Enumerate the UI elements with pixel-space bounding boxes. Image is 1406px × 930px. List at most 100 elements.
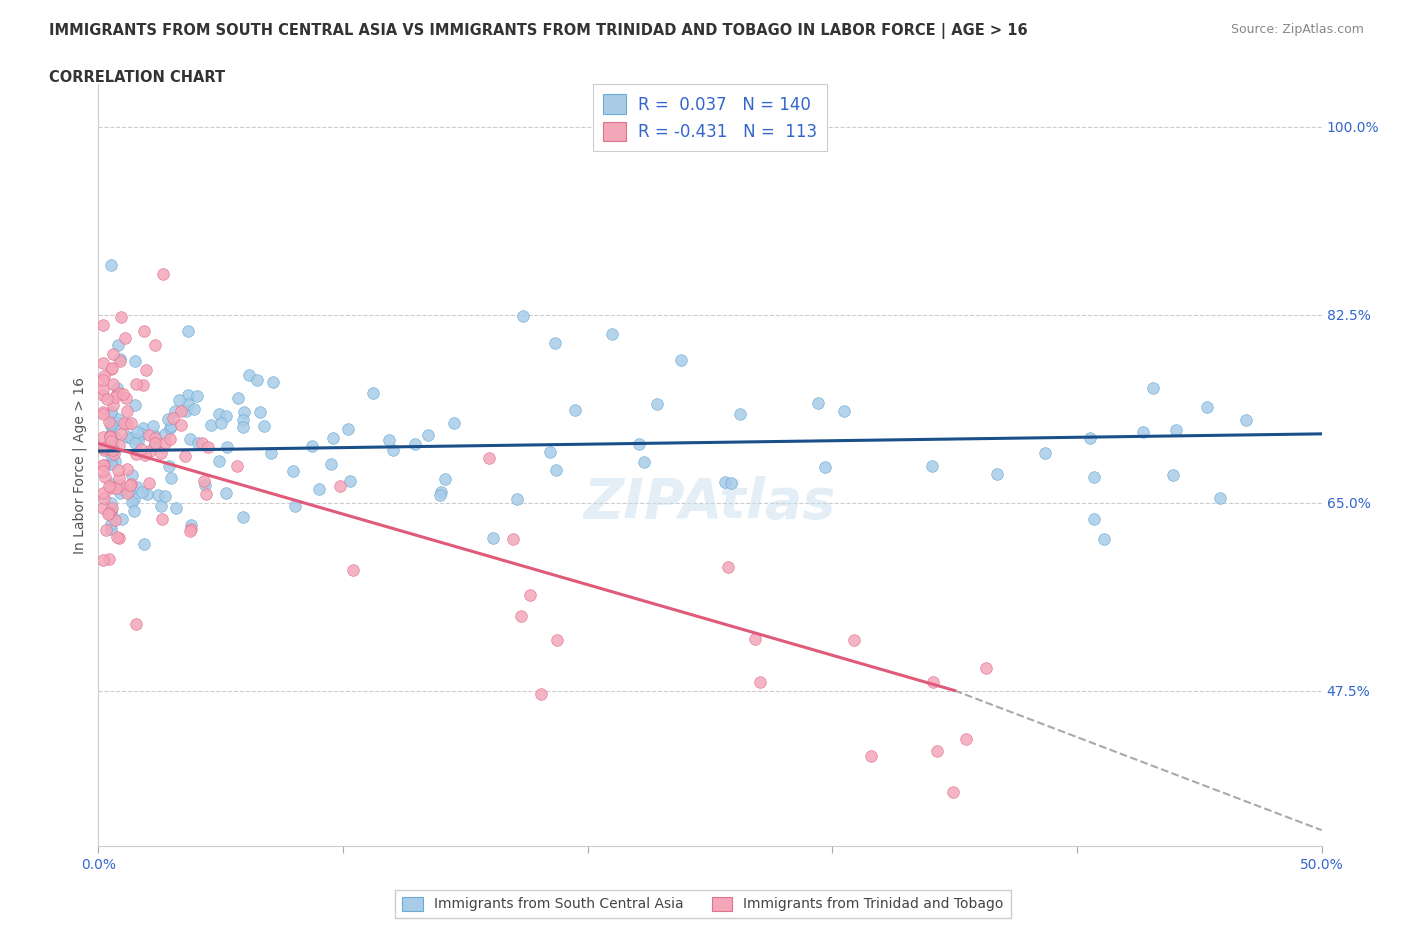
Point [1236, 413, 1258, 428]
Point [246, 372, 269, 387]
Point [1035, 445, 1057, 460]
Point [100, 522, 122, 537]
Point [1142, 380, 1164, 395]
Point [149, 498, 172, 513]
Point [169, 418, 191, 432]
Point [1161, 468, 1184, 483]
Point [138, 427, 160, 442]
Point [717, 560, 740, 575]
Point [98, 435, 121, 450]
Point [163, 404, 186, 418]
Point [118, 477, 141, 492]
Text: CORRELATION CHART: CORRELATION CHART [49, 70, 225, 85]
Point [382, 443, 405, 458]
Point [482, 530, 505, 545]
Point [114, 331, 136, 346]
Point [814, 459, 837, 474]
Point [98, 505, 121, 520]
Point [120, 431, 142, 445]
Point [100, 496, 122, 511]
Point [329, 478, 352, 493]
Point [429, 487, 451, 502]
Point [125, 617, 148, 631]
Point [100, 405, 122, 419]
Text: Source: ZipAtlas.com: Source: ZipAtlas.com [1230, 23, 1364, 36]
Point [502, 532, 524, 547]
Point [339, 473, 361, 488]
Point [100, 418, 122, 433]
Point [986, 467, 1008, 482]
Point [107, 529, 129, 544]
Point [180, 522, 202, 537]
Point [124, 435, 146, 450]
Point [228, 391, 250, 405]
Point [602, 326, 624, 341]
Point [101, 360, 124, 375]
Point [108, 471, 131, 485]
Point [103, 444, 125, 458]
Point [1083, 469, 1105, 484]
Point [91, 485, 114, 500]
Point [1164, 422, 1187, 437]
Point [186, 388, 208, 403]
Point [118, 483, 141, 498]
Point [159, 420, 181, 435]
Point [105, 386, 128, 401]
Point [187, 435, 209, 450]
Point [162, 411, 184, 426]
Point [713, 475, 735, 490]
Point [418, 428, 440, 443]
Point [100, 477, 122, 492]
Point [519, 588, 541, 603]
Point [253, 418, 276, 433]
Point [233, 405, 256, 419]
Point [925, 743, 948, 758]
Y-axis label: In Labor Force | Age > 16: In Labor Force | Age > 16 [73, 377, 87, 553]
Point [100, 427, 122, 442]
Point [93, 458, 115, 472]
Point [120, 477, 142, 492]
Point [100, 445, 122, 460]
Point [505, 492, 527, 507]
Point [100, 361, 122, 376]
Point [538, 445, 561, 459]
Point [91, 552, 114, 567]
Point [157, 458, 180, 473]
Point [110, 310, 132, 325]
Point [183, 402, 205, 417]
Point [91, 405, 114, 419]
Point [100, 433, 122, 448]
Point [177, 324, 200, 339]
Point [728, 406, 751, 421]
Point [249, 405, 271, 419]
Point [91, 318, 114, 333]
Point [93, 443, 115, 458]
Point [100, 457, 122, 472]
Point [91, 464, 114, 479]
Point [860, 749, 883, 764]
Point [404, 437, 426, 452]
Point [142, 439, 165, 454]
Point [544, 463, 567, 478]
Point [160, 471, 183, 485]
Point [111, 512, 134, 526]
Point [942, 785, 965, 800]
Point [260, 445, 283, 460]
Point [179, 432, 201, 447]
Point [98, 430, 121, 445]
Point [96, 392, 118, 406]
Text: ZIPAtlas: ZIPAtlas [583, 476, 837, 530]
Point [107, 416, 129, 431]
Point [165, 500, 187, 515]
Point [150, 512, 173, 526]
Point [749, 675, 772, 690]
Point [131, 485, 153, 499]
Point [744, 631, 766, 646]
Point [512, 308, 534, 323]
Point [107, 463, 129, 478]
Point [174, 404, 197, 418]
Point [91, 458, 114, 472]
Point [124, 397, 146, 412]
Point [132, 324, 155, 339]
Point [91, 382, 114, 397]
